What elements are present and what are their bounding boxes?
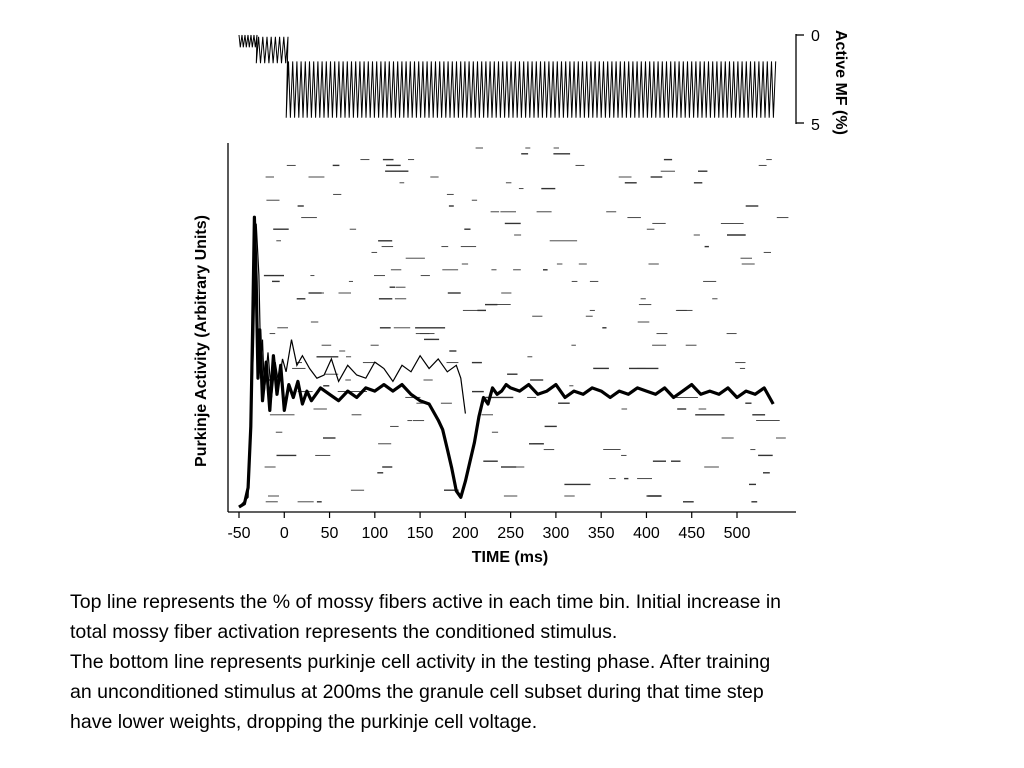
- x-tick-label: 150: [407, 525, 434, 542]
- x-tick-label: 300: [543, 525, 570, 542]
- mf-trace: [238, 34, 777, 118]
- caption-line: The bottom line represents purkinje cell…: [70, 651, 771, 673]
- purkinje-panel: -50 0 50 100 150 200 250 300 350 400 450 500 TIME (…: [193, 143, 796, 566]
- x-tick-label: 50: [321, 525, 339, 542]
- mf-tick-label-5: 5: [811, 117, 820, 134]
- x-tick-label: 0: [280, 525, 289, 542]
- purkinje-thick-trace: [238, 215, 775, 509]
- x-tick-label: -50: [227, 525, 250, 542]
- x-tick-label: 500: [724, 525, 751, 542]
- mossy-fiber-panel: 0 5 Active MF (%): [238, 28, 849, 135]
- y-axis-title: Purkinje Activity (Arbitrary Units): [193, 215, 210, 467]
- x-tick-label: 100: [361, 525, 388, 542]
- figure: 0 5 Active MF (%) -50 0 50 100 150 200 250 300 3…: [193, 28, 849, 566]
- x-axis-title: TIME (ms): [472, 549, 548, 566]
- granule-raster: [263, 147, 789, 503]
- caption-line: an unconditioned stimulus at 200ms the g…: [70, 681, 764, 703]
- x-tick-label: 200: [452, 525, 479, 542]
- x-tick-label: 250: [497, 525, 524, 542]
- x-ticks: -50 0 50 100 150 200 250 300 350 400 450 500: [227, 512, 750, 542]
- caption-line: Top line represents the % of mossy fiber…: [70, 591, 782, 613]
- caption: Top line represents the % of mossy fiber…: [70, 587, 970, 737]
- x-tick-label: 450: [678, 525, 705, 542]
- x-tick-label: 400: [633, 525, 660, 542]
- caption-line: have lower weights, dropping the purkinj…: [70, 711, 538, 733]
- mf-tick-label-0: 0: [811, 28, 820, 45]
- purkinje-thin-trace: [238, 223, 466, 508]
- caption-line: total mossy fiber activation represents …: [70, 621, 618, 643]
- x-tick-label: 350: [588, 525, 615, 542]
- mf-axis-title: Active MF (%): [832, 30, 849, 135]
